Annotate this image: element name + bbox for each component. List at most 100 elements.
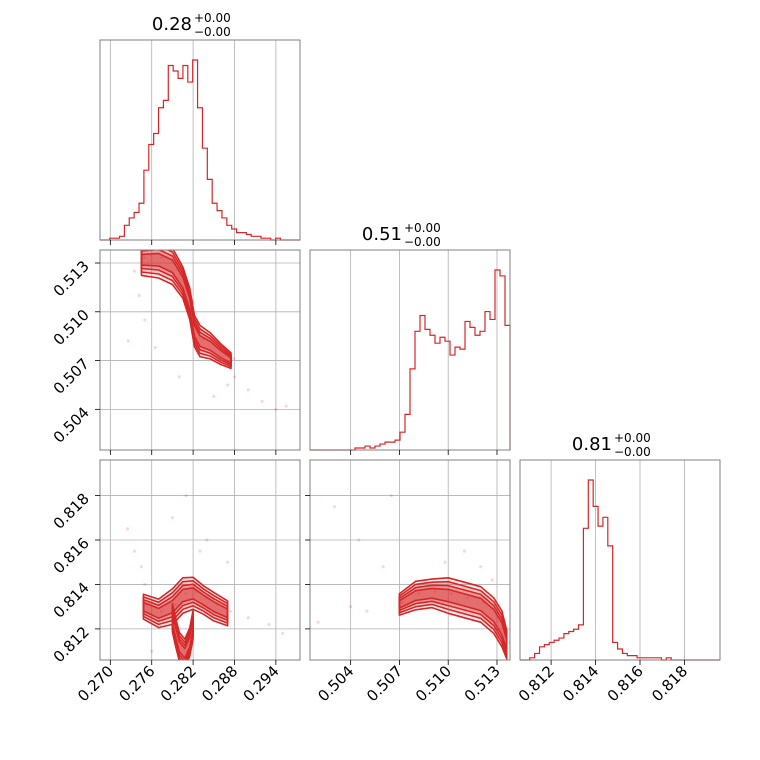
contour-panel-2-3: 0.504 0.507 0.510 0.513 xyxy=(305,459,511,705)
x-tick-label: 0.812 xyxy=(515,662,558,705)
param-title-value: 0.51 xyxy=(362,224,402,245)
scatter-point xyxy=(160,256,164,260)
histogram-step xyxy=(310,269,511,451)
scatter-point xyxy=(137,293,141,298)
x-tick-label: 0.507 xyxy=(363,662,406,705)
y-tick-label: 0.812 xyxy=(50,623,93,666)
scatter-point xyxy=(281,631,285,635)
scatter-point xyxy=(143,582,147,587)
x-tick-label: 0.276 xyxy=(115,662,158,705)
x-tick-label: 0.816 xyxy=(604,662,647,705)
param-title-lower: −0.00 xyxy=(404,235,441,249)
y-tick-label: 0.507 xyxy=(50,355,93,398)
scatter-point xyxy=(479,565,483,569)
scatter-point xyxy=(225,560,230,564)
axes-background xyxy=(100,40,300,240)
scatter-point xyxy=(401,601,404,604)
density-contour xyxy=(140,250,232,370)
density-contour xyxy=(398,580,508,657)
density-contour xyxy=(140,252,232,365)
scatter-point xyxy=(449,592,453,595)
density-contour xyxy=(142,580,229,626)
y-tick-label: 0.510 xyxy=(50,306,93,349)
param-title-upper: +0.00 xyxy=(614,431,651,445)
density-contour xyxy=(140,250,232,366)
x-tick-label: 0.504 xyxy=(314,662,357,705)
axes-background xyxy=(100,460,300,660)
param-title-upper: +0.00 xyxy=(194,11,231,25)
scatter-point xyxy=(150,649,154,653)
axes-border xyxy=(99,39,301,241)
axes-background xyxy=(520,460,720,660)
scatter-point xyxy=(284,404,288,408)
x-tick-label: 0.270 xyxy=(74,662,117,705)
contour-layer xyxy=(125,493,285,660)
scatter-point xyxy=(184,592,188,595)
scatter-point xyxy=(274,407,278,411)
x-tick-label: 0.513 xyxy=(461,662,504,705)
histogram-panel-2: 0.51 +0.00−0.00 xyxy=(309,221,511,455)
x-tick-label: 0.818 xyxy=(648,662,691,705)
histogram-step xyxy=(100,59,300,241)
axes-border xyxy=(99,459,301,661)
scatter-point xyxy=(365,609,369,613)
scatter-point xyxy=(125,527,130,531)
scatter-point xyxy=(225,383,230,387)
scatter-point xyxy=(232,375,237,379)
param-title-value: 0.81 xyxy=(572,434,612,455)
param-title-value: 0.28 xyxy=(152,14,192,35)
x-tick-label: 0.510 xyxy=(412,662,455,705)
scatter-point xyxy=(389,493,393,498)
scatter-point xyxy=(132,549,137,553)
histogram-step xyxy=(520,479,720,661)
scatter-point xyxy=(417,592,421,595)
scatter-point xyxy=(246,616,250,620)
x-tick-label: 0.282 xyxy=(157,662,200,705)
scatter-point xyxy=(142,256,146,260)
density-contour xyxy=(142,576,229,629)
param-title-upper: +0.00 xyxy=(404,221,441,235)
scatter-point xyxy=(260,399,264,403)
axes-background xyxy=(310,250,510,450)
axes-border xyxy=(309,459,511,661)
axes-border xyxy=(99,249,301,451)
scatter-point xyxy=(174,603,177,607)
param-title-lower: −0.00 xyxy=(614,445,651,459)
contour-layer xyxy=(316,493,510,660)
scatter-point xyxy=(139,565,143,569)
density-contour xyxy=(171,612,194,659)
scatter-point xyxy=(349,605,353,609)
x-tick-label: 0.288 xyxy=(198,662,241,705)
y-tick-label: 0.818 xyxy=(50,490,93,533)
histogram-panel-3: 0.812 0.814 0.816 0.818 0.81 +0.00−0.00 xyxy=(515,431,721,705)
y-tick-label: 0.814 xyxy=(50,579,93,622)
y-tick-label: 0.513 xyxy=(50,257,93,300)
scatter-point xyxy=(490,578,494,582)
scatter-point xyxy=(212,394,216,398)
scatter-point xyxy=(126,339,130,343)
axes-border xyxy=(309,249,511,451)
scatter-point xyxy=(198,549,202,553)
scatter-point xyxy=(153,345,157,350)
scatter-point xyxy=(232,357,236,360)
scatter-point xyxy=(184,493,188,498)
scatter-point xyxy=(443,560,447,564)
contour-panel-1-2: 0.504 0.507 0.510 0.513 xyxy=(50,249,301,455)
contour-layer xyxy=(126,250,288,411)
scatter-point xyxy=(332,505,336,509)
density-contour xyxy=(398,584,508,654)
scatter-point xyxy=(433,589,437,593)
density-contour xyxy=(142,583,229,623)
axes-border xyxy=(519,459,721,661)
scatter-point xyxy=(160,609,164,613)
histogram-panel-1: 0.28 +0.00−0.00 xyxy=(99,11,301,245)
scatter-point xyxy=(132,269,137,273)
density-contour xyxy=(142,587,229,619)
scatter-point xyxy=(229,609,232,613)
scatter-point xyxy=(357,538,361,542)
y-tick-label: 0.504 xyxy=(50,403,93,446)
scatter-point xyxy=(267,622,271,627)
scatter-point xyxy=(205,538,209,542)
